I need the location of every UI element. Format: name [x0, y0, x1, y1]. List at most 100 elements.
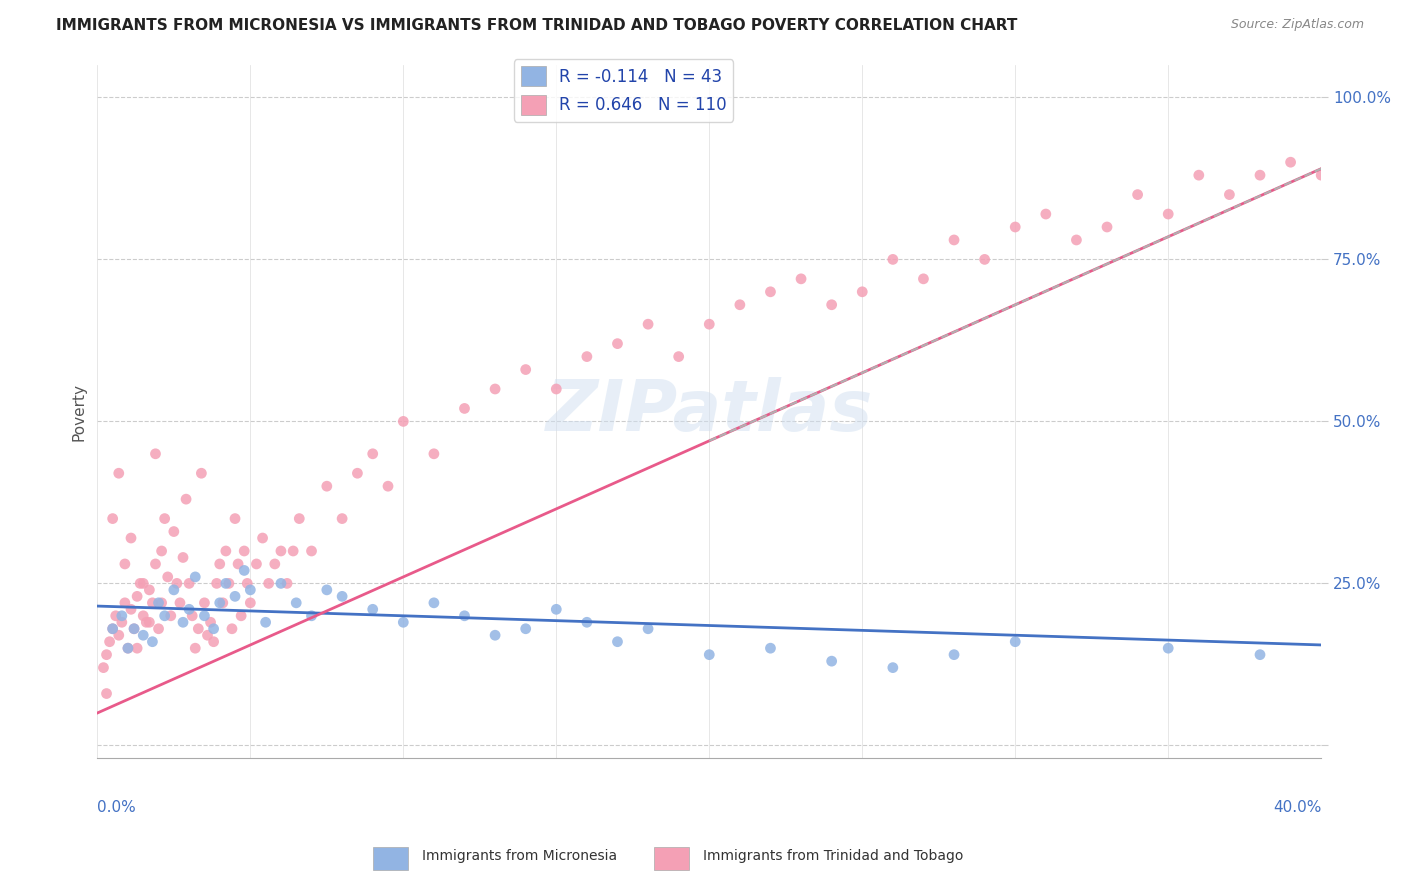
Point	[1218, 187, 1240, 202]
Point	[728, 298, 751, 312]
Point	[111, 608, 134, 623]
Point	[484, 382, 506, 396]
Point	[759, 641, 782, 656]
Point	[1279, 155, 1302, 169]
Point	[169, 596, 191, 610]
Point	[184, 570, 207, 584]
Point	[135, 615, 157, 630]
Point	[423, 447, 446, 461]
Point	[392, 414, 415, 428]
Point	[150, 596, 173, 610]
Point	[263, 557, 285, 571]
Point	[215, 576, 238, 591]
Text: Immigrants from Trinidad and Tobago: Immigrants from Trinidad and Tobago	[703, 849, 963, 863]
Point	[221, 622, 243, 636]
Point	[1249, 168, 1271, 182]
Point	[239, 582, 262, 597]
Point	[759, 285, 782, 299]
Point	[187, 622, 209, 636]
Point	[943, 648, 966, 662]
Point	[821, 298, 844, 312]
Point	[330, 590, 353, 604]
Point	[697, 317, 720, 331]
Point	[637, 622, 659, 636]
Point	[141, 596, 163, 610]
Point	[575, 615, 598, 630]
Point	[200, 615, 222, 630]
Point	[546, 382, 568, 396]
Point	[1340, 142, 1362, 156]
Text: Immigrants from Micronesia: Immigrants from Micronesia	[422, 849, 617, 863]
Point	[1249, 648, 1271, 662]
Point	[882, 660, 904, 674]
Point	[453, 608, 475, 623]
Point	[270, 544, 292, 558]
Point	[205, 576, 228, 591]
Point	[172, 615, 194, 630]
Text: Source: ZipAtlas.com: Source: ZipAtlas.com	[1230, 18, 1364, 31]
Point	[132, 628, 155, 642]
Point	[668, 350, 690, 364]
Point	[156, 570, 179, 584]
Point	[575, 350, 598, 364]
Point	[252, 531, 274, 545]
Point	[101, 622, 124, 636]
Point	[148, 596, 170, 610]
Point	[159, 608, 181, 623]
Point	[882, 252, 904, 267]
Point	[145, 447, 167, 461]
Point	[231, 608, 253, 623]
Point	[315, 479, 337, 493]
Point	[138, 582, 160, 597]
Point	[1371, 187, 1393, 202]
Point	[270, 576, 292, 591]
Legend: R = -0.114   N = 43, R = 0.646   N = 110: R = -0.114 N = 43, R = 0.646 N = 110	[515, 60, 734, 122]
Point	[122, 622, 145, 636]
Point	[606, 336, 628, 351]
Point	[166, 576, 188, 591]
Point	[943, 233, 966, 247]
Point	[163, 524, 186, 539]
Point	[93, 660, 115, 674]
Point	[127, 641, 149, 656]
Point	[1035, 207, 1057, 221]
Point	[107, 467, 129, 481]
Point	[392, 615, 415, 630]
Text: 40.0%: 40.0%	[1272, 800, 1322, 815]
Point	[361, 602, 384, 616]
Point	[1095, 219, 1118, 234]
Point	[117, 641, 139, 656]
Point	[208, 557, 231, 571]
Point	[190, 467, 212, 481]
Point	[215, 544, 238, 558]
Point	[283, 544, 305, 558]
Point	[288, 511, 311, 525]
Point	[181, 608, 204, 623]
Point	[1066, 233, 1088, 247]
Point	[138, 615, 160, 630]
Point	[637, 317, 659, 331]
Point	[101, 511, 124, 525]
Point	[208, 596, 231, 610]
Point	[150, 544, 173, 558]
Point	[515, 362, 537, 376]
Point	[361, 447, 384, 461]
Point	[239, 596, 262, 610]
Point	[346, 467, 368, 481]
Point	[224, 590, 246, 604]
Point	[790, 272, 813, 286]
Text: IMMIGRANTS FROM MICRONESIA VS IMMIGRANTS FROM TRINIDAD AND TOBAGO POVERTY CORREL: IMMIGRANTS FROM MICRONESIA VS IMMIGRANTS…	[56, 18, 1018, 33]
Point	[330, 511, 353, 525]
Point	[423, 596, 446, 610]
Point	[1157, 207, 1180, 221]
Point	[1004, 634, 1026, 648]
Point	[821, 654, 844, 668]
Point	[96, 687, 118, 701]
Point	[1157, 641, 1180, 656]
Point	[202, 634, 225, 648]
Point	[153, 511, 176, 525]
Point	[96, 648, 118, 662]
Point	[172, 550, 194, 565]
Point	[218, 576, 240, 591]
Point	[697, 648, 720, 662]
